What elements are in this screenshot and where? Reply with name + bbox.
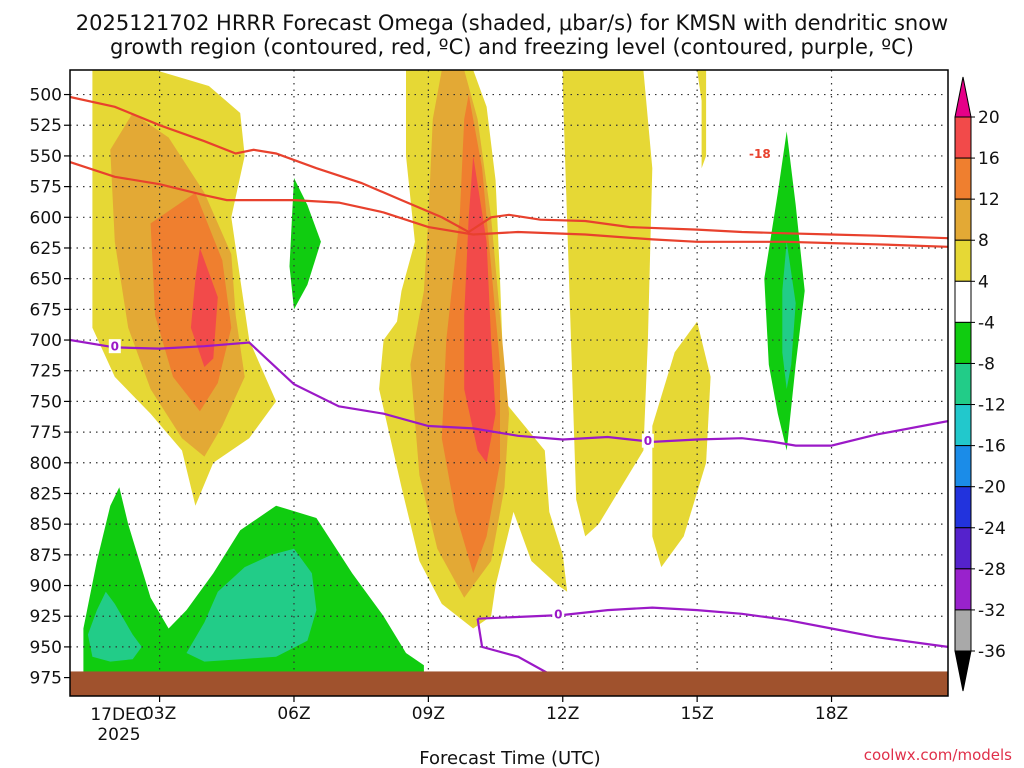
colorbar-label-8: -16 [978, 437, 1006, 457]
x-tick-label-06Z: 06Z [277, 704, 310, 724]
y-tick-label-850: 850 [30, 515, 62, 535]
colorbar-bin-2 [954, 198, 972, 241]
colorbar: 20 16 12 8 4 -4 -8 -12 -16 -20 -24 -28 -32 -36 [954, 76, 1006, 692]
plot-frame [69, 69, 949, 697]
y-tick-label-975: 975 [30, 669, 62, 689]
omega-region-10 [652, 321, 711, 568]
ground-terrain [70, 671, 948, 696]
colorbar-bin-11 [954, 568, 972, 611]
colorbar-label-6: -8 [978, 354, 995, 374]
x-date-label-year: 2025 [97, 725, 140, 745]
colorbar-bin-6 [954, 362, 972, 406]
omega-region-3 [190, 248, 218, 367]
plot-area: -18 0 0 0 [70, 70, 948, 696]
omega-region-8 [562, 70, 653, 537]
colorbar-label-4: 4 [978, 272, 989, 292]
omega-region-11 [289, 178, 321, 310]
colorbar-bin-7 [954, 404, 972, 447]
chart-title-line-2: growth region (contoured, red, ºC) and f… [110, 35, 914, 59]
purple-contour-label-2-bg [552, 606, 565, 621]
x-tick-label-09Z: 09Z [412, 704, 445, 724]
colorbar-bin-3 [954, 239, 972, 282]
omega-region-16 [186, 548, 317, 662]
y-tick-label-800: 800 [30, 454, 62, 474]
colorbar-bin-9 [954, 486, 972, 529]
y-tick-label-825: 825 [30, 484, 62, 504]
purple-contour-2 [476, 618, 559, 680]
y-tick-label-900: 900 [30, 577, 62, 597]
colorbar-top-arrow [954, 76, 972, 118]
x-tick-label-12Z: 12Z [546, 704, 579, 724]
red-contour-0 [70, 95, 948, 240]
colorbar-bin-0 [954, 116, 972, 159]
y-tick-label-500: 500 [30, 86, 62, 106]
colorbar-label-10: -24 [978, 519, 1006, 539]
colorbar-label-7: -12 [978, 396, 1006, 416]
colorbar-bin-4 [954, 280, 972, 323]
y-tick-label-525: 525 [30, 116, 62, 136]
colorbar-label-5: -4 [978, 313, 995, 333]
colorbar-label-13: -36 [978, 642, 1006, 662]
x-date-label-day: 17DEC [90, 705, 147, 725]
y-tick-label-625: 625 [30, 239, 62, 259]
y-tick-label-700: 700 [30, 331, 62, 351]
purple-contour-1 [477, 606, 948, 648]
colorbar-label-0: 20 [978, 108, 1000, 128]
plot-content: -18 0 0 0 [70, 70, 948, 696]
y-tick-label-575: 575 [30, 178, 62, 198]
x-tick-label-18Z: 18Z [815, 704, 848, 724]
colorbar-bin-5 [954, 321, 972, 364]
y-tick-label-950: 950 [30, 638, 62, 658]
x-axis-title: Forecast Time (UTC) [419, 748, 600, 768]
colorbar-label-11: -28 [978, 560, 1006, 580]
y-tick-label-600: 600 [30, 208, 62, 228]
colorbar-label-12: -32 [978, 601, 1006, 621]
colorbar-bin-12 [954, 609, 972, 652]
colorbar-label-1: 16 [978, 149, 1000, 169]
axes: 500 525 550 575 600 625 650 675 700 725 750 775 800 8… [30, 69, 949, 724]
colorbar-bin-1 [954, 157, 972, 200]
colorbar-bottom-arrow [954, 650, 972, 692]
omega-region-15 [87, 591, 142, 662]
chart-title-line-1: 2025121702 HRRR Forecast Omega (shaded, … [76, 11, 948, 35]
y-tick-label-925: 925 [30, 607, 62, 627]
purple-contour-0 [70, 338, 948, 447]
y-tick-label-550: 550 [30, 147, 62, 167]
colorbar-label-3: 8 [978, 231, 989, 251]
red-contour-label: -18 [749, 147, 771, 161]
y-tick-label-875: 875 [30, 546, 62, 566]
x-tick-label-03Z: 03Z [143, 704, 176, 724]
purple-contour-label-1-bg [641, 433, 654, 448]
y-tick-label-725: 725 [30, 362, 62, 382]
colorbar-bin-8 [954, 445, 972, 488]
y-tick-label-675: 675 [30, 300, 62, 320]
colorbar-label-2: 12 [978, 190, 1000, 210]
red-contour-1 [70, 161, 948, 248]
x-tick-label-15Z: 15Z [681, 704, 714, 724]
y-tick-label-750: 750 [30, 392, 62, 412]
omega-region-9 [697, 70, 707, 169]
purple-contour-label-1: 0 [644, 434, 652, 448]
watermark: coolwx.com/models [864, 746, 1012, 764]
y-tick-label-775: 775 [30, 423, 62, 443]
purple-contour-label-0: 0 [111, 340, 119, 354]
purple-contour-label-0-bg [108, 339, 121, 354]
colorbar-label-9: -20 [978, 478, 1006, 498]
colorbar-bin-10 [954, 527, 972, 570]
purple-contour-label-2: 0 [554, 607, 562, 621]
y-tick-label-650: 650 [30, 270, 62, 290]
red-contour-label-bg [745, 146, 774, 161]
